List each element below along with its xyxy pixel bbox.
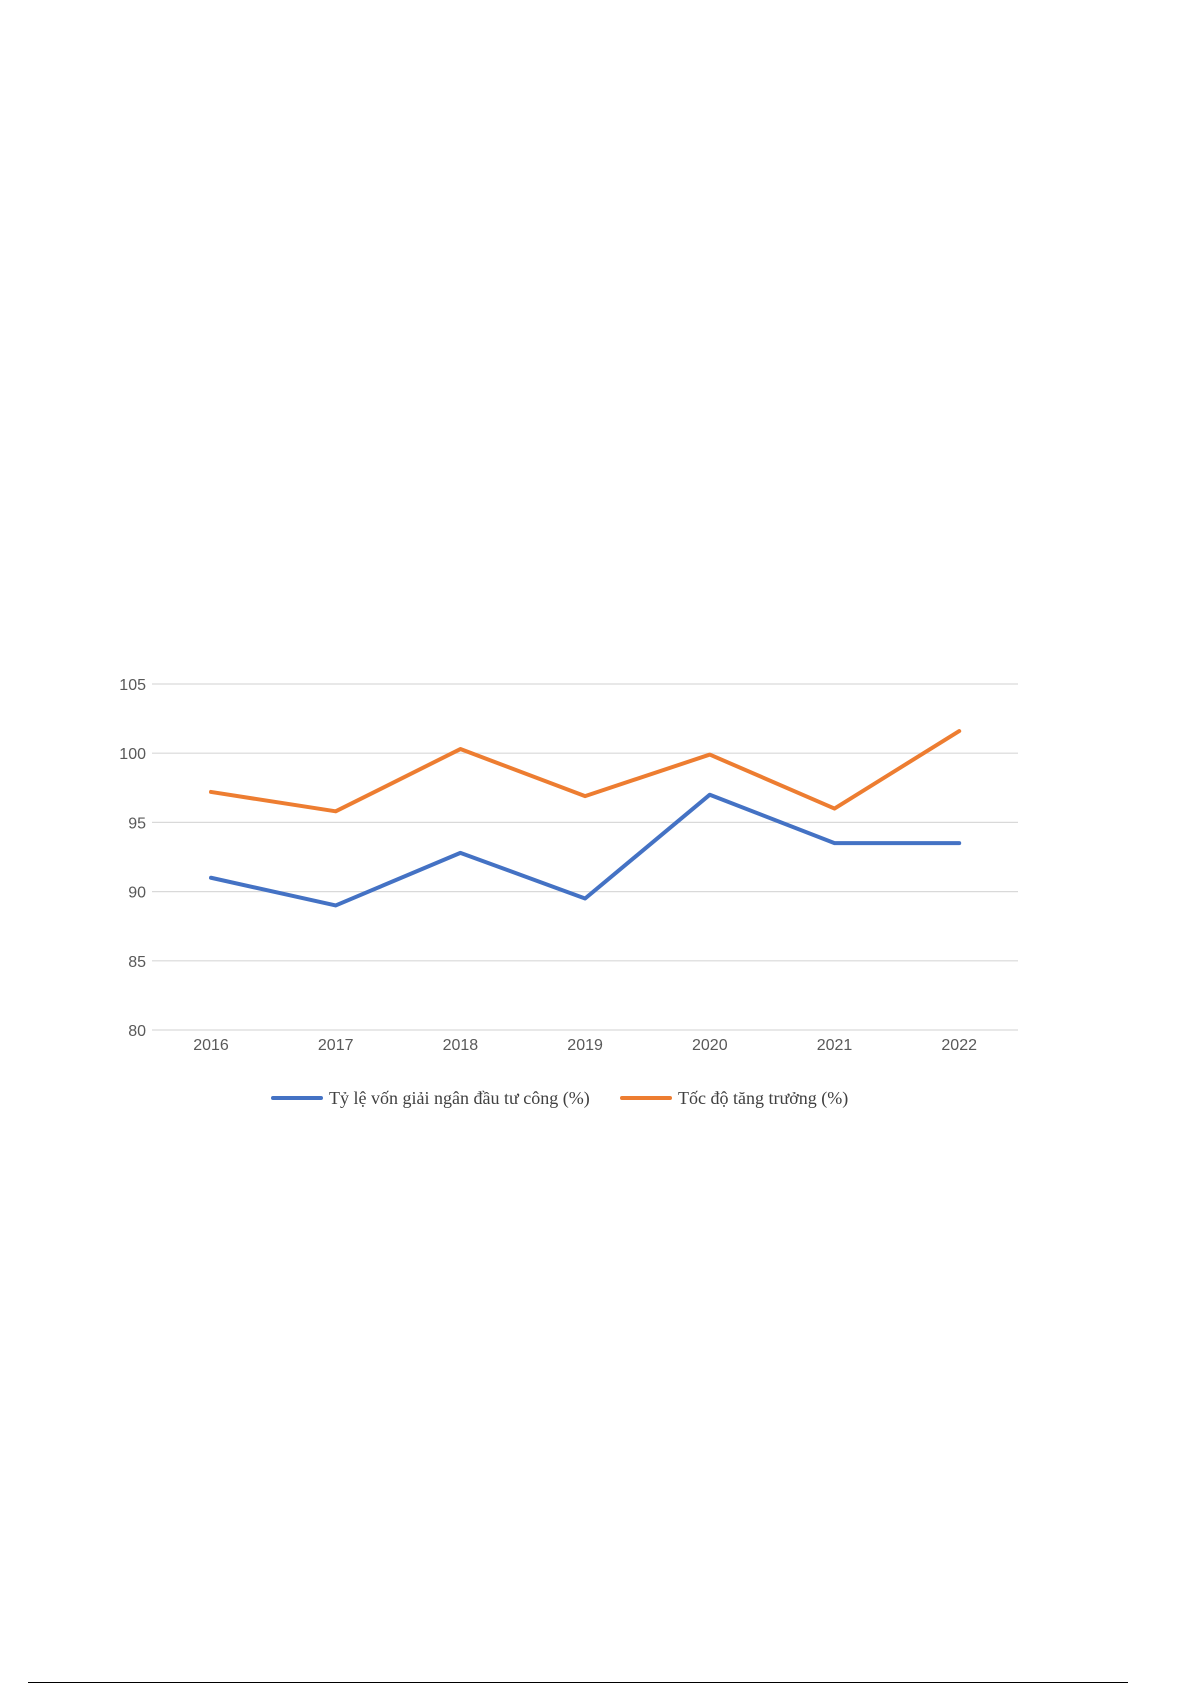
x-tick-label: 2016 — [193, 1037, 229, 1054]
legend-label-1: Tốc độ tăng trưởng (%) — [678, 1088, 848, 1109]
x-tick-label: 2019 — [567, 1037, 603, 1054]
series-lines — [209, 729, 962, 908]
y-tick-label: 95 — [128, 815, 146, 832]
gridlines — [152, 683, 1018, 1031]
y-tick-label: 90 — [128, 885, 146, 902]
y-tick-label: 80 — [128, 1023, 146, 1040]
page-bottom-rule — [28, 1682, 1128, 1683]
x-axis-tick-labels: 2016 2017 2018 2019 2020 2021 2022 — [193, 1037, 977, 1054]
x-tick-label: 2022 — [941, 1037, 977, 1054]
x-tick-label: 2018 — [443, 1037, 479, 1054]
x-tick-label: 2020 — [692, 1037, 728, 1054]
legend: Tỷ lệ vốn giải ngân đầu tư công (%) Tốc đ… — [271, 1088, 848, 1109]
y-tick-label: 85 — [128, 954, 146, 971]
y-tick-label: 105 — [119, 677, 146, 694]
x-tick-label: 2017 — [318, 1037, 354, 1054]
y-axis-tick-labels: 80 85 90 95 100 105 — [119, 677, 146, 1040]
legend-label-0: Tỷ lệ vốn giải ngân đầu tư công (%) — [329, 1088, 590, 1109]
y-tick-label: 100 — [119, 746, 146, 763]
series-line-1 — [209, 729, 962, 814]
series-line-0 — [209, 792, 962, 908]
x-tick-label: 2021 — [817, 1037, 853, 1054]
